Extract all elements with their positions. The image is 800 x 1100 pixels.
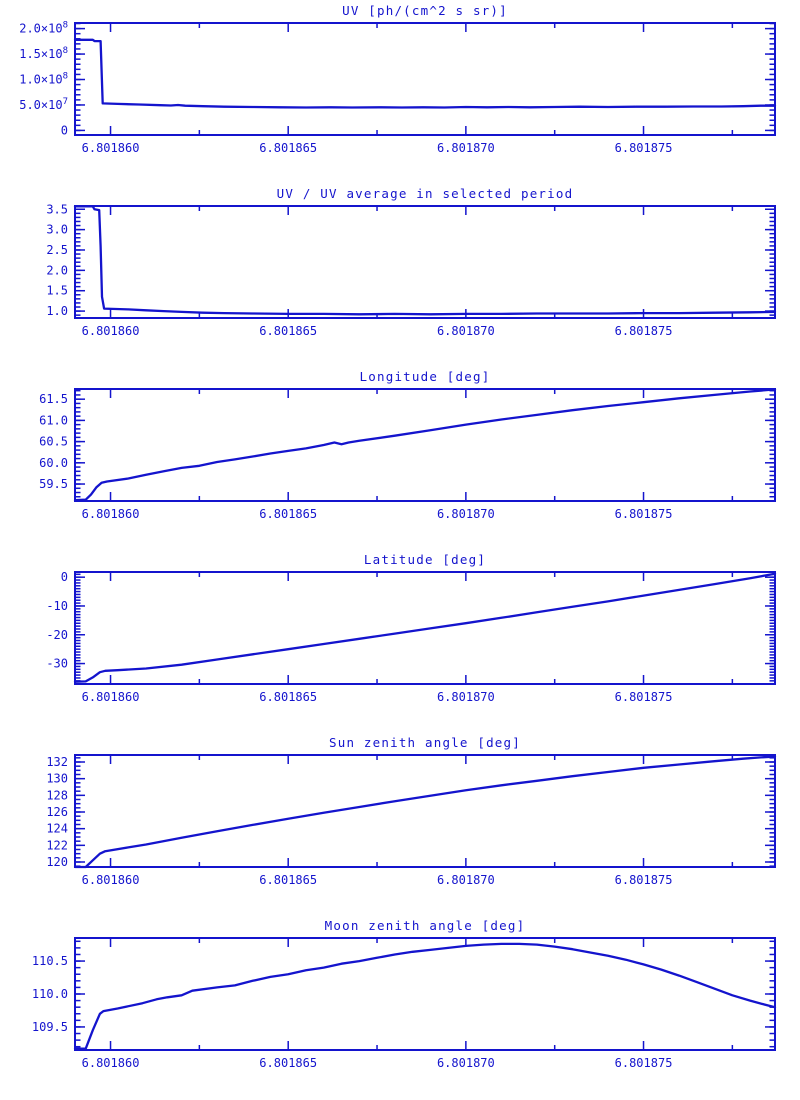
y-tick-label: 2.0 — [46, 263, 68, 277]
y-tick-label: 126 — [46, 805, 68, 819]
y-tick-label: 110.5 — [32, 954, 68, 968]
x-tick-label: 6.801865 — [259, 1056, 317, 1070]
plot-frame — [74, 571, 776, 685]
x-tick-label: 6.801870 — [437, 324, 495, 338]
y-tick-label: 61.0 — [39, 413, 68, 427]
x-tick-label: 6.801865 — [259, 873, 317, 887]
uv-ratio-chart: UV / UV average in selected period 6.8018… — [46, 186, 777, 338]
x-tick-label: 6.801865 — [259, 690, 317, 704]
y-tick-label: 1.0 — [46, 304, 68, 318]
y-tick-label: 1.0×108 — [19, 72, 68, 87]
y-tick-label: 59.5 — [39, 477, 68, 491]
x-tick-label: 6.801870 — [437, 507, 495, 521]
y-tick-label: 1.5×108 — [19, 46, 68, 61]
y-tick-label: 124 — [46, 822, 68, 836]
y-tick-label: 2.5 — [46, 243, 68, 257]
plot-frame — [74, 388, 776, 502]
plot-frame — [74, 937, 776, 1051]
x-tick-label: 6.801860 — [82, 141, 140, 155]
y-tick-label: 0 — [61, 570, 68, 584]
y-tick-label: 130 — [46, 772, 68, 786]
plot-frame — [74, 205, 776, 319]
x-tick-label: 6.801870 — [437, 690, 495, 704]
x-tick-label: 6.801865 — [259, 324, 317, 338]
y-tick-label: 2.0×108 — [19, 21, 68, 36]
y-tick-label: 132 — [46, 755, 68, 769]
x-tick-label: 6.801875 — [615, 873, 673, 887]
chart-title: Sun zenith angle [deg] — [329, 735, 521, 750]
y-tick-label: 109.5 — [32, 1020, 68, 1034]
uv-ratio-data-line — [73, 205, 777, 316]
y-tick-label: 120 — [46, 855, 68, 869]
sun-zenith-data-line — [73, 755, 777, 869]
x-tick-label: 6.801875 — [615, 141, 673, 155]
x-tick-label: 6.801865 — [259, 141, 317, 155]
moon-zenith-chart: Moon zenith angle [deg] 6.801860 6.801865 6… — [32, 918, 777, 1070]
longitude-chart: Longitude [deg] 6.801860 6.801865 6.801870 6… — [39, 369, 777, 521]
x-tick-label: 6.801860 — [82, 507, 140, 521]
y-tick-label: 110.0 — [32, 987, 68, 1001]
x-tick-label: 6.801870 — [437, 1056, 495, 1070]
y-tick-label: 60.5 — [39, 435, 68, 449]
y-tick-label: 122 — [46, 838, 68, 852]
latitude-data-line — [73, 572, 777, 683]
chart-title: Moon zenith angle [deg] — [325, 918, 526, 933]
chart-title: Latitude [deg] — [364, 552, 486, 567]
uv-flux-chart: UV [ph/(cm^2 s sr)] 6.801860 6.801865 6.801… — [19, 3, 777, 155]
y-tick-label: 3.5 — [46, 202, 68, 216]
x-tick-label: 6.801860 — [82, 324, 140, 338]
chart-title: Longitude [deg] — [360, 369, 491, 384]
y-tick-label: -30 — [46, 657, 68, 671]
y-tick-label: 3.0 — [46, 223, 68, 237]
chart-title: UV [ph/(cm^2 s sr)] — [342, 3, 508, 18]
x-tick-label: 6.801860 — [82, 873, 140, 887]
x-tick-label: 6.801865 — [259, 507, 317, 521]
sun-zenith-chart: Sun zenith angle [deg] 6.801860 6.801865 6.… — [46, 735, 777, 887]
uv-ratio-panel: UV / UV average in selected period 6.8018… — [0, 184, 800, 367]
latitude-panel: Latitude [deg] 6.801860 6.801865 6.801870 6.… — [0, 550, 800, 733]
longitude-data-line — [73, 388, 777, 502]
x-tick-label: 6.801860 — [82, 1056, 140, 1070]
moon-zenith-data-line — [73, 942, 777, 1050]
uv-flux-panel: UV [ph/(cm^2 s sr)] 6.801860 6.801865 6.801… — [0, 1, 800, 184]
x-tick-label: 6.801870 — [437, 141, 495, 155]
x-tick-label: 6.801875 — [615, 324, 673, 338]
x-tick-label: 6.801875 — [615, 690, 673, 704]
y-tick-label: -20 — [46, 628, 68, 642]
plot-frame — [74, 22, 776, 136]
longitude-panel: Longitude [deg] 6.801860 6.801865 6.801870 6… — [0, 367, 800, 550]
x-tick-label: 6.801860 — [82, 690, 140, 704]
x-tick-label: 6.801875 — [615, 1056, 673, 1070]
moon-zenith-panel: Moon zenith angle [deg] 6.801860 6.801865 6… — [0, 916, 800, 1099]
y-tick-label: 0 — [61, 123, 68, 137]
y-tick-label: 60.0 — [39, 456, 68, 470]
plot-frame — [74, 754, 776, 868]
x-tick-label: 6.801875 — [615, 507, 673, 521]
latitude-chart: Latitude [deg] 6.801860 6.801865 6.801870 6.… — [46, 552, 777, 704]
y-tick-label: 1.5 — [46, 284, 68, 298]
y-tick-label: 5.0×107 — [19, 97, 68, 112]
chart-title: UV / UV average in selected period — [277, 186, 574, 201]
y-tick-label: -10 — [46, 599, 68, 613]
y-tick-label: 128 — [46, 788, 68, 802]
x-tick-label: 6.801870 — [437, 873, 495, 887]
uv-flux-data-line — [73, 38, 777, 109]
y-tick-label: 61.5 — [39, 392, 68, 406]
sun-zenith-panel: Sun zenith angle [deg] 6.801860 6.801865 6.… — [0, 733, 800, 916]
